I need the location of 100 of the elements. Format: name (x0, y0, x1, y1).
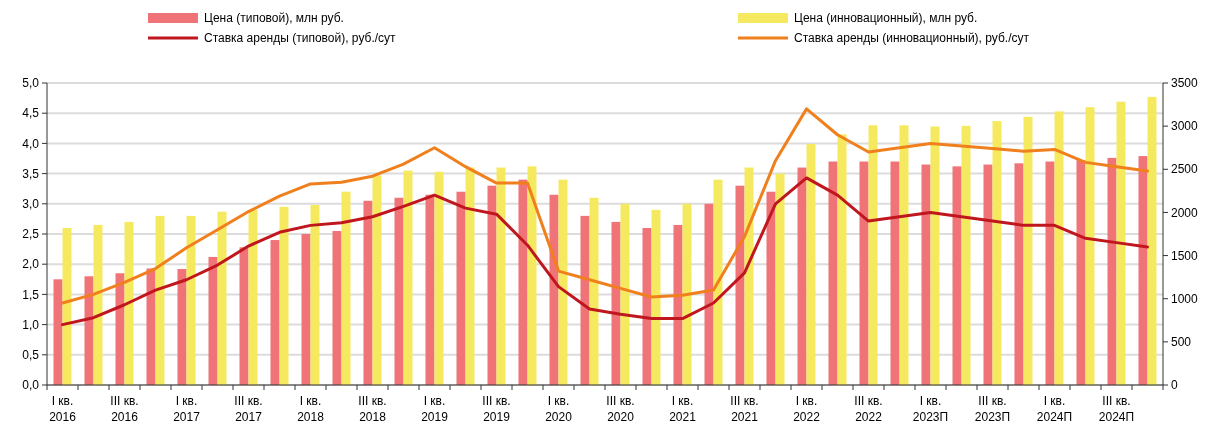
y-tick-label: 0,0 (22, 378, 40, 393)
x-tick-label: I кв. 2023П (912, 394, 949, 424)
bar (186, 215, 196, 385)
bar (992, 121, 1002, 385)
bar (456, 191, 466, 385)
bar (372, 175, 382, 385)
x-tick-label: III кв. 2020 (606, 394, 635, 424)
bar (1116, 101, 1126, 385)
bar (124, 221, 134, 385)
x-tick-label: I кв. 2016 (49, 394, 77, 424)
bar (1014, 163, 1024, 385)
bar (673, 224, 683, 385)
x-tick-label: I кв. 2021 (669, 394, 697, 424)
x-tick-label: I кв. 2019 (421, 394, 449, 424)
bar (155, 215, 165, 385)
bar (527, 166, 537, 385)
bar (434, 171, 444, 385)
bar (682, 203, 692, 385)
x-tick-label: I кв. 2022 (793, 394, 821, 424)
bar (642, 227, 652, 385)
legend-label: Цена (типовой), млн руб. (204, 11, 344, 26)
bar (487, 185, 497, 385)
x-tick-label: III кв. 2019 (482, 394, 511, 424)
bar (403, 170, 413, 385)
bar (713, 179, 723, 385)
y2-tick-label: 3500 (1171, 76, 1199, 91)
y-tick-label: 4,0 (22, 136, 40, 151)
bar (828, 161, 838, 385)
bar (961, 125, 971, 385)
bar (580, 215, 590, 385)
y-tick-label: 2,0 (22, 257, 40, 272)
bar (952, 166, 962, 385)
x-tick-label: I кв. 2017 (173, 394, 201, 424)
bar (806, 144, 816, 385)
bar (890, 161, 900, 385)
bar (146, 268, 156, 385)
bar (1085, 107, 1095, 385)
bar (921, 164, 931, 385)
bar (1076, 160, 1086, 385)
bar (837, 134, 847, 385)
y-tick-label: 3,0 (22, 197, 40, 211)
bar (868, 125, 878, 385)
bar (704, 203, 714, 385)
bar (310, 205, 320, 385)
bar (1138, 156, 1148, 385)
y-tick-label: 3,5 (22, 166, 40, 181)
bar (549, 194, 559, 385)
bar (93, 224, 103, 385)
bar (248, 209, 258, 385)
bar (62, 227, 72, 385)
y2-tick-label: 3000 (1171, 119, 1199, 134)
y-tick-label: 0,5 (22, 348, 40, 362)
y2-tick-label: 500 (1171, 335, 1192, 350)
bar (1045, 161, 1055, 385)
bar (332, 230, 342, 385)
bar (589, 197, 599, 385)
x-tick-label: I кв. 2020 (545, 394, 573, 424)
bar (394, 197, 404, 385)
bar (425, 194, 435, 385)
bar (620, 203, 630, 385)
x-tick-label: III кв. 2021 (730, 394, 759, 424)
bar (270, 240, 280, 385)
bar (177, 269, 187, 385)
x-tick-label: III кв. 2017 (234, 394, 263, 424)
bar (217, 211, 227, 385)
bar (363, 200, 373, 385)
bar (239, 247, 249, 385)
y-tick-label: 1,0 (22, 317, 40, 332)
y2-tick-label: 2000 (1171, 205, 1199, 220)
x-tick-label: III кв. 2023П (974, 394, 1011, 424)
legend-label: Ставка аренды (типовой), руб./сут (204, 31, 397, 46)
line-series (61, 107, 1149, 305)
y2-tick-label: 0 (1171, 378, 1178, 393)
bar (611, 221, 621, 385)
bar (797, 167, 807, 385)
bar (1054, 111, 1064, 385)
bar (208, 256, 218, 385)
x-tick-label: I кв. 2024П (1036, 394, 1073, 424)
bar (115, 273, 125, 385)
bar (930, 126, 940, 385)
y-tick-label: 4,5 (22, 106, 40, 121)
bar (496, 167, 506, 385)
bar (1107, 157, 1117, 385)
y-tick-label: 5,0 (22, 76, 40, 91)
bar (341, 191, 351, 385)
bar (1147, 96, 1157, 385)
y2-tick-label: 1000 (1171, 291, 1199, 306)
bar (775, 173, 785, 385)
bar (465, 167, 475, 385)
bar (766, 191, 776, 385)
x-tick-label: III кв. 2018 (358, 394, 387, 424)
bar (84, 276, 94, 385)
bar (279, 206, 289, 385)
x-tick-label: III кв. 2024П (1098, 394, 1135, 424)
y-tick-label: 1,5 (22, 287, 40, 302)
y-tick-label: 2,5 (22, 227, 40, 242)
bar (651, 209, 661, 385)
legend-label: Цена (инновационный), млн руб. (794, 11, 978, 26)
x-tick-label: I кв. 2018 (297, 394, 325, 424)
bar (558, 179, 568, 385)
